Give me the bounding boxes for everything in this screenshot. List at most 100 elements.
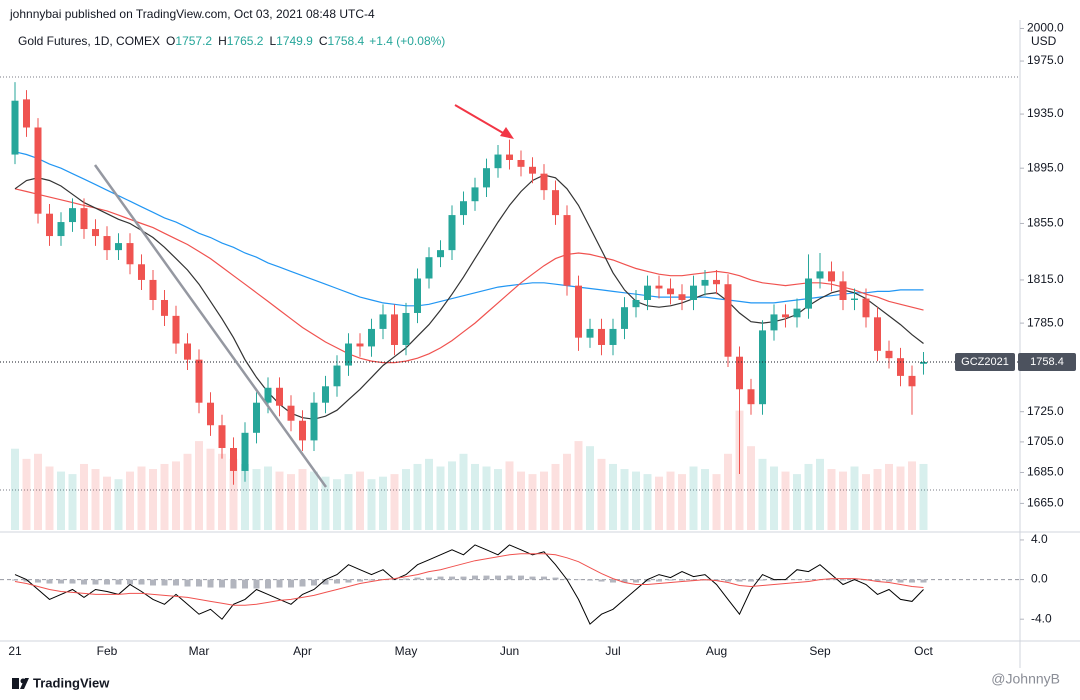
volume-bar xyxy=(471,463,479,530)
candle-body xyxy=(678,294,686,300)
volume-bar xyxy=(678,474,686,530)
arrow-head xyxy=(500,127,514,139)
x-tick-label: May xyxy=(395,644,418,658)
volume-bar xyxy=(643,474,652,530)
x-tick-label: 21 xyxy=(8,644,22,658)
candle-body xyxy=(563,215,571,286)
histogram-bar xyxy=(265,579,271,589)
volume-bar xyxy=(459,453,468,530)
volume-bar xyxy=(195,441,203,530)
x-tick-label: Aug xyxy=(706,644,727,658)
volume-bar xyxy=(402,469,410,530)
arrow xyxy=(454,104,511,138)
y-tick-label: 1975.0 xyxy=(1027,53,1064,67)
candle-body xyxy=(368,328,375,347)
y-tick-label: 2000.0 xyxy=(1027,21,1064,35)
volume-bar xyxy=(839,471,847,530)
candle-body xyxy=(851,298,858,300)
volume-bar xyxy=(540,471,548,530)
candle-body xyxy=(747,389,755,405)
histogram-bar xyxy=(748,579,754,582)
histogram-bar xyxy=(357,579,363,582)
histogram-bar xyxy=(173,579,179,586)
candle-body xyxy=(448,215,456,251)
histogram-bar xyxy=(46,579,53,584)
candle-body xyxy=(793,308,801,318)
volume-bar xyxy=(241,463,249,530)
volume-bar xyxy=(896,466,905,530)
histogram-bar xyxy=(207,579,214,588)
candle-body xyxy=(770,314,778,331)
candle-body xyxy=(241,432,249,471)
volume-bar xyxy=(666,471,675,530)
volume-bar xyxy=(436,466,445,530)
histogram-bar xyxy=(495,575,501,580)
x-tick-label: Mar xyxy=(189,644,210,658)
candle-body xyxy=(667,288,674,295)
histogram-bar xyxy=(552,577,559,580)
histogram-bar xyxy=(311,579,317,586)
volume-bar xyxy=(333,479,341,530)
volume-bar xyxy=(91,469,100,530)
candle-body xyxy=(345,343,352,366)
symbol-label-bg xyxy=(955,353,1015,372)
histogram-bar xyxy=(529,576,536,580)
volume-bar xyxy=(57,471,65,530)
volume-bar xyxy=(632,471,640,530)
volume-bar xyxy=(183,453,192,530)
histogram-bar xyxy=(219,579,225,588)
legend-value: 1765.2 xyxy=(227,34,264,48)
candle-body xyxy=(425,257,433,279)
volume-bar xyxy=(149,469,157,530)
volume-bar xyxy=(563,453,571,530)
legend-key: C xyxy=(319,34,328,48)
histogram-bar xyxy=(909,579,915,583)
y-tick-label: 0.0 xyxy=(1031,572,1048,586)
y-tick-label: -4.0 xyxy=(1031,611,1052,625)
histogram-bar xyxy=(667,579,674,581)
volume-bar xyxy=(379,476,387,530)
candle-body xyxy=(230,447,237,471)
histogram-bar xyxy=(690,579,697,581)
histogram-bar xyxy=(161,579,168,586)
volume-bar xyxy=(873,469,882,530)
histogram-bar xyxy=(138,579,145,585)
volume-bar xyxy=(425,458,433,530)
candle-body xyxy=(713,279,720,285)
marks: 2000.0 1975.0 1935.0 1895.0 1855.0 1815.0 1785… xyxy=(0,21,1076,658)
footer: TradingView xyxy=(33,675,110,690)
histogram-bar xyxy=(35,579,41,583)
x-tick-label: Apr xyxy=(293,644,312,658)
candle-body xyxy=(172,315,180,344)
candle-body xyxy=(287,405,295,421)
candle-body xyxy=(540,173,548,191)
candle-body xyxy=(437,250,444,258)
x-tick-label: Sep xyxy=(809,644,831,658)
y-tick-label: 1855.0 xyxy=(1027,216,1064,230)
histogram-bar xyxy=(541,576,547,580)
y-tick-label: 1785.0 xyxy=(1027,315,1064,329)
candle-body xyxy=(253,402,260,433)
y-tick-label: 1685.0 xyxy=(1027,465,1064,479)
legend-key: O xyxy=(166,34,175,48)
candle-body xyxy=(460,201,467,216)
candle-body xyxy=(80,208,88,230)
volume-bar xyxy=(229,458,238,530)
candle-body xyxy=(333,365,341,387)
candle-body xyxy=(414,278,421,313)
histogram-bar xyxy=(759,579,766,581)
candle-body xyxy=(494,154,502,169)
volume-bar xyxy=(793,474,801,530)
candle-body xyxy=(632,299,640,308)
volume-bar xyxy=(689,466,698,530)
volume-bar xyxy=(827,469,836,530)
histogram-bar xyxy=(449,576,455,580)
histogram-bar xyxy=(483,575,490,580)
candle-body xyxy=(299,420,306,441)
candle-body xyxy=(897,358,904,376)
volume-bar xyxy=(494,469,502,530)
volume-bar xyxy=(804,463,813,530)
histogram-bar xyxy=(288,579,294,588)
histogram-bar xyxy=(644,579,651,582)
